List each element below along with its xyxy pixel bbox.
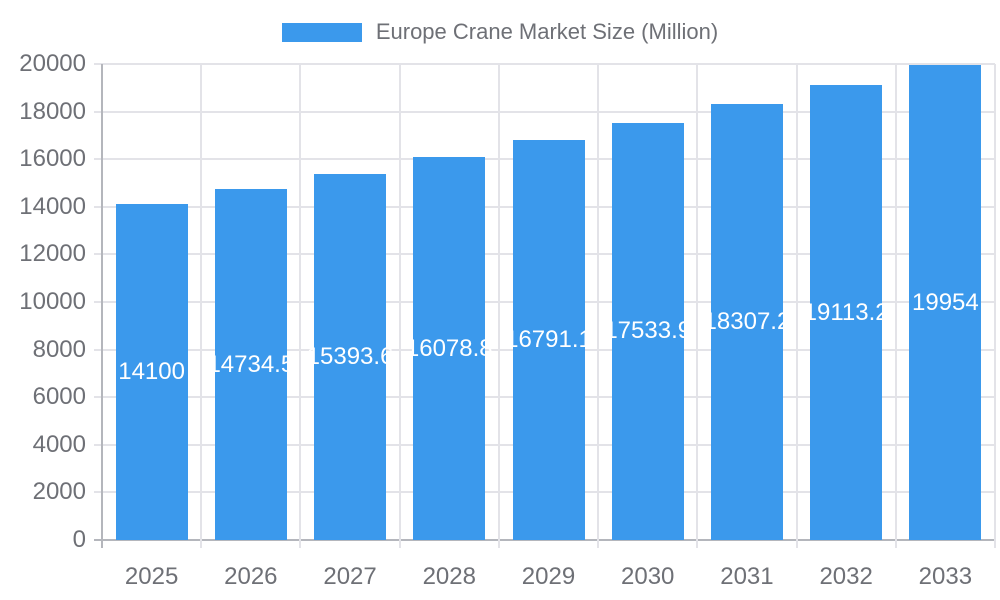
x-axis-tick-label: 2029: [521, 563, 576, 590]
y-axis-tick: [94, 63, 102, 65]
y-axis-tick: [94, 205, 102, 208]
y-axis-tick-label: 20000: [19, 50, 86, 77]
y-axis-tick: [94, 443, 102, 446]
y-axis-tick: [94, 348, 102, 351]
x-axis-tick-label: 2033: [918, 563, 973, 590]
gridline-vertical: [894, 64, 897, 540]
x-axis-tick-label: 2028: [422, 563, 476, 590]
gridline-vertical: [398, 64, 401, 540]
x-axis-tick-label: 2025: [124, 563, 179, 590]
y-axis-tick: [94, 253, 102, 256]
y-axis-tick-label: 18000: [19, 97, 86, 125]
y-axis-line: [101, 64, 103, 540]
x-axis-tick-label: 2032: [819, 563, 873, 590]
gridline-vertical: [497, 64, 500, 540]
y-axis-tick-label: 8000: [32, 335, 86, 363]
x-axis-line: [102, 539, 995, 541]
y-axis-tick-label: 12000: [19, 240, 86, 268]
x-axis-tick-label: 2031: [720, 563, 774, 590]
legend-marker: [281, 22, 362, 42]
x-axis-tick: [497, 540, 500, 548]
y-axis-tick: [94, 301, 102, 303]
x-axis-tick-label: 2030: [621, 563, 675, 590]
gridline-vertical: [597, 64, 600, 540]
y-axis-tick: [94, 110, 102, 113]
bar[interactable]: [909, 65, 982, 540]
gridline-vertical: [299, 64, 302, 540]
legend-label: Europe Crane Market Size (Million): [375, 19, 719, 44]
x-axis-tick: [696, 540, 699, 548]
bar[interactable]: [413, 157, 486, 540]
x-axis-tick: [299, 540, 302, 548]
bar[interactable]: [115, 204, 188, 540]
gridline-horizontal: [102, 63, 995, 65]
x-axis-tick: [597, 540, 600, 548]
bar[interactable]: [810, 85, 883, 540]
y-axis-tick-label: 14000: [19, 192, 86, 220]
x-axis-tick-label: 2027: [323, 563, 377, 590]
y-axis-tick-label: 0: [72, 526, 86, 553]
x-axis-tick: [795, 540, 798, 548]
gridline-vertical: [200, 64, 203, 540]
y-axis-tick: [94, 158, 102, 161]
gridline-vertical: [994, 64, 996, 540]
x-axis-tick: [894, 540, 897, 548]
y-axis-tick-label: 16000: [19, 145, 86, 173]
y-axis-tick: [94, 491, 102, 494]
x-axis-tick: [200, 540, 203, 548]
y-axis-tick-label: 2000: [32, 478, 86, 506]
x-axis-tick: [994, 540, 996, 548]
bar[interactable]: [611, 122, 684, 540]
bar[interactable]: [512, 140, 585, 540]
bar[interactable]: [710, 104, 783, 540]
gridline-vertical: [795, 64, 798, 540]
y-axis-tick-label: 10000: [19, 288, 86, 315]
legend-item[interactable]: Europe Crane Market Size (Million): [0, 18, 1000, 46]
gridline-vertical: [696, 64, 699, 540]
bar[interactable]: [314, 173, 387, 540]
x-axis-tick: [101, 540, 103, 548]
y-axis-tick: [94, 396, 102, 399]
x-axis-tick: [398, 540, 401, 548]
y-axis-tick-label: 4000: [32, 430, 86, 458]
x-axis-tick-label: 2026: [224, 563, 278, 590]
gridline-horizontal: [102, 110, 995, 113]
y-axis-tick: [94, 539, 102, 541]
bar[interactable]: [214, 189, 287, 540]
y-axis-tick-label: 6000: [32, 383, 86, 411]
